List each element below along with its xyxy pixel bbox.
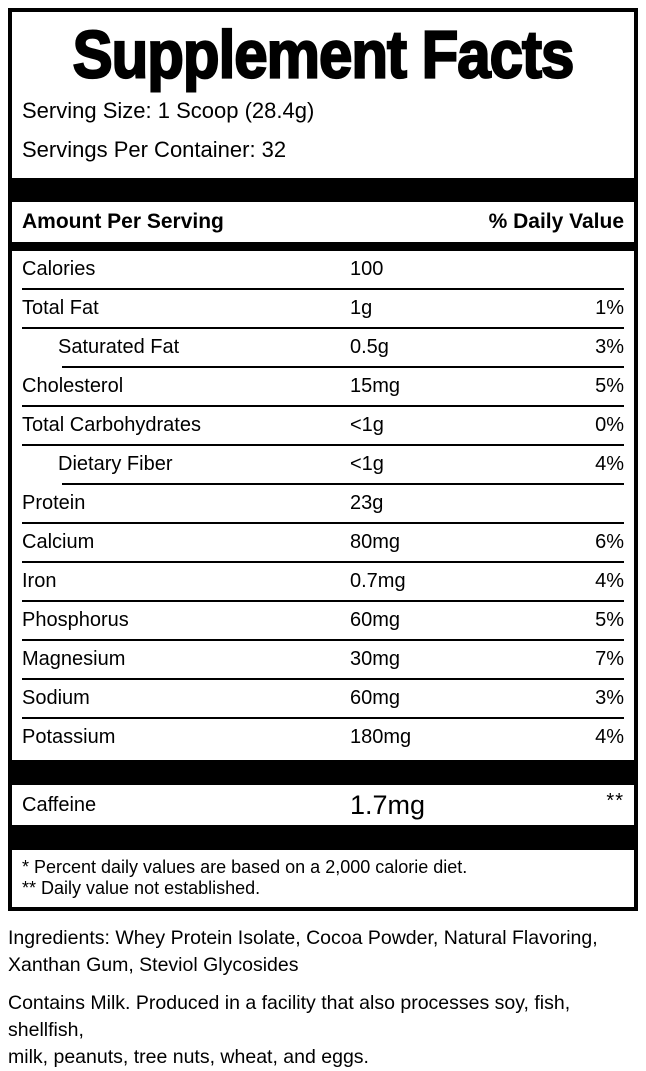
table-row: Saturated Fat 0.5g 3% xyxy=(12,329,634,366)
table-row: Calcium 80mg 6% xyxy=(12,524,634,561)
nutrient-daily-value: 0% xyxy=(595,414,624,436)
table-row: Dietary Fiber <1g 4% xyxy=(12,446,634,483)
page: Supplement Facts Serving Size: 1 Scoop (… xyxy=(0,8,646,1068)
nutrient-amount: 23g xyxy=(350,492,384,514)
row-separator xyxy=(22,600,624,602)
nutrient-daily-value: 4% xyxy=(595,453,624,475)
nutrient-name: Iron xyxy=(22,570,57,592)
nutrient-name: Protein xyxy=(22,492,86,514)
nutrient-daily-value: 5% xyxy=(595,609,624,631)
serving-size-text: Serving Size: 1 Scoop (28.4g) xyxy=(22,98,315,123)
amount-per-serving-header: Amount Per Serving xyxy=(22,210,224,233)
nutrient-name: Caffeine xyxy=(22,793,97,816)
nutrient-name: Magnesium xyxy=(22,648,126,670)
nutrient-amount: 1g xyxy=(350,297,373,319)
nutrient-amount: 0.7mg xyxy=(350,570,406,592)
nutrient-name: Dietary Fiber xyxy=(58,453,173,475)
row-separator xyxy=(62,366,624,368)
nutrient-amount: 1.7mg xyxy=(350,789,426,820)
nutrient-name: Potassium xyxy=(22,726,116,748)
divider-bar-header xyxy=(12,242,634,251)
nutrient-amount: <1g xyxy=(350,414,384,436)
daily-value-header: % Daily Value xyxy=(488,210,624,233)
nutrient-amount: 80mg xyxy=(350,531,401,553)
table-row: Total Carbohydrates <1g 0% xyxy=(12,407,634,444)
divider-bar-pre-caffeine xyxy=(12,760,634,785)
nutrient-name: Total Fat xyxy=(22,297,99,319)
table-row: Protein 23g xyxy=(12,485,634,522)
nutrient-daily-value: ** xyxy=(606,790,624,812)
table-row: Total Fat 1g 1% xyxy=(12,290,634,327)
nutrient-daily-value: 1% xyxy=(595,297,624,319)
row-separator xyxy=(22,522,624,524)
nutrient-name: Calcium xyxy=(22,531,95,553)
nutrient-name: Total Carbohydrates xyxy=(22,414,201,436)
table-row: Iron 0.7mg 4% xyxy=(12,563,634,600)
nutrient-amount: 0.5g xyxy=(350,336,389,358)
panel-title: Supplement Facts xyxy=(72,16,576,93)
divider-bar-top xyxy=(12,178,634,202)
nutrient-daily-value: 3% xyxy=(595,336,624,358)
footnote-not-established: ** Daily value not established. xyxy=(22,878,261,898)
table-row: Sodium 60mg 3% xyxy=(12,680,634,717)
footnotes: * Percent daily values are based on a 2,… xyxy=(12,850,634,907)
nutrient-amount: 100 xyxy=(350,258,384,280)
table-row: Potassium 180mg 4% xyxy=(12,719,634,756)
row-separator xyxy=(22,444,624,446)
nutrient-name: Sodium xyxy=(22,687,90,709)
ingredients-text: Ingredients: Whey Protein Isolate, Cocoa… xyxy=(8,927,598,976)
nutrient-daily-value: 4% xyxy=(595,570,624,592)
nutrient-name: Calories xyxy=(22,258,96,280)
row-separator xyxy=(62,483,624,485)
nutrient-name: Phosphorus xyxy=(22,609,129,631)
nutrient-amount: 15mg xyxy=(350,375,401,397)
nutrient-amount: 60mg xyxy=(350,609,401,631)
row-separator xyxy=(22,327,624,329)
row-separator xyxy=(22,288,624,290)
nutrient-daily-value: 5% xyxy=(595,375,624,397)
row-separator xyxy=(22,561,624,563)
nutrient-amount: 180mg xyxy=(350,726,412,748)
nutrient-name: Cholesterol xyxy=(22,375,124,397)
table-header-row: Amount Per Serving % Daily Value xyxy=(12,202,634,242)
nutrient-daily-value: 3% xyxy=(595,687,624,709)
nutrient-amount: <1g xyxy=(350,453,384,475)
table-row: Phosphorus 60mg 5% xyxy=(12,602,634,639)
allergen-statement-text: Contains Milk. Produced in a facility th… xyxy=(8,992,571,1068)
table-row: Magnesium 30mg 7% xyxy=(12,641,634,678)
nutrient-table: Calories 100 Total Fat 1g 1% Saturated F… xyxy=(12,251,634,756)
table-row-caffeine: Caffeine 1.7mg ** xyxy=(12,785,634,825)
divider-bar-post-caffeine xyxy=(12,825,634,850)
row-separator xyxy=(22,678,624,680)
nutrient-daily-value: 6% xyxy=(595,531,624,553)
table-row: Cholesterol 15mg 5% xyxy=(12,368,634,405)
nutrient-amount: 30mg xyxy=(350,648,401,670)
row-separator xyxy=(22,405,624,407)
nutrient-amount: 60mg xyxy=(350,687,401,709)
row-separator xyxy=(22,717,624,719)
supplement-facts-panel: Supplement Facts Serving Size: 1 Scoop (… xyxy=(8,8,638,911)
nutrient-daily-value: 7% xyxy=(595,648,624,670)
footnote-daily-values: * Percent daily values are based on a 2,… xyxy=(22,857,468,877)
nutrient-daily-value: 4% xyxy=(595,726,624,748)
row-separator xyxy=(22,639,624,641)
servings-per-container-text: Servings Per Container: 32 xyxy=(22,137,287,162)
nutrient-name: Saturated Fat xyxy=(58,336,180,358)
table-row: Calories 100 xyxy=(12,251,634,288)
